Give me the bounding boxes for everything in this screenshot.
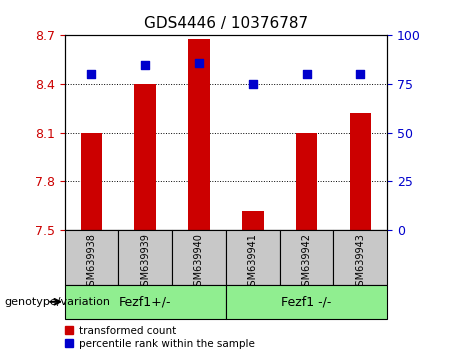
Legend: transformed count, percentile rank within the sample: transformed count, percentile rank withi… xyxy=(65,326,254,349)
Bar xyxy=(188,39,210,230)
Point xyxy=(88,72,95,77)
Bar xyxy=(65,230,118,285)
Bar xyxy=(172,230,226,285)
Text: GSM639941: GSM639941 xyxy=(248,233,258,292)
Bar xyxy=(135,84,156,230)
Bar xyxy=(333,230,387,285)
Text: Fezf1+/-: Fezf1+/- xyxy=(119,295,171,308)
Bar xyxy=(280,230,333,285)
Bar xyxy=(349,113,371,230)
Point xyxy=(357,72,364,77)
Text: Fezf1 -/-: Fezf1 -/- xyxy=(281,295,332,308)
Bar xyxy=(118,230,172,285)
Text: GSM639943: GSM639943 xyxy=(355,233,366,292)
Bar xyxy=(226,230,280,285)
Point xyxy=(249,81,256,87)
Text: GSM639942: GSM639942 xyxy=(301,233,312,292)
Bar xyxy=(65,285,226,319)
Bar xyxy=(226,285,387,319)
Bar xyxy=(296,133,317,230)
Text: GSM639940: GSM639940 xyxy=(194,233,204,292)
Point xyxy=(142,62,149,67)
Point xyxy=(195,60,203,65)
Title: GDS4446 / 10376787: GDS4446 / 10376787 xyxy=(144,16,308,32)
Text: GSM639939: GSM639939 xyxy=(140,233,150,292)
Bar xyxy=(242,211,264,230)
Text: genotype/variation: genotype/variation xyxy=(5,297,111,307)
Point xyxy=(303,72,310,77)
Bar xyxy=(81,133,102,230)
Text: GSM639938: GSM639938 xyxy=(86,233,96,292)
